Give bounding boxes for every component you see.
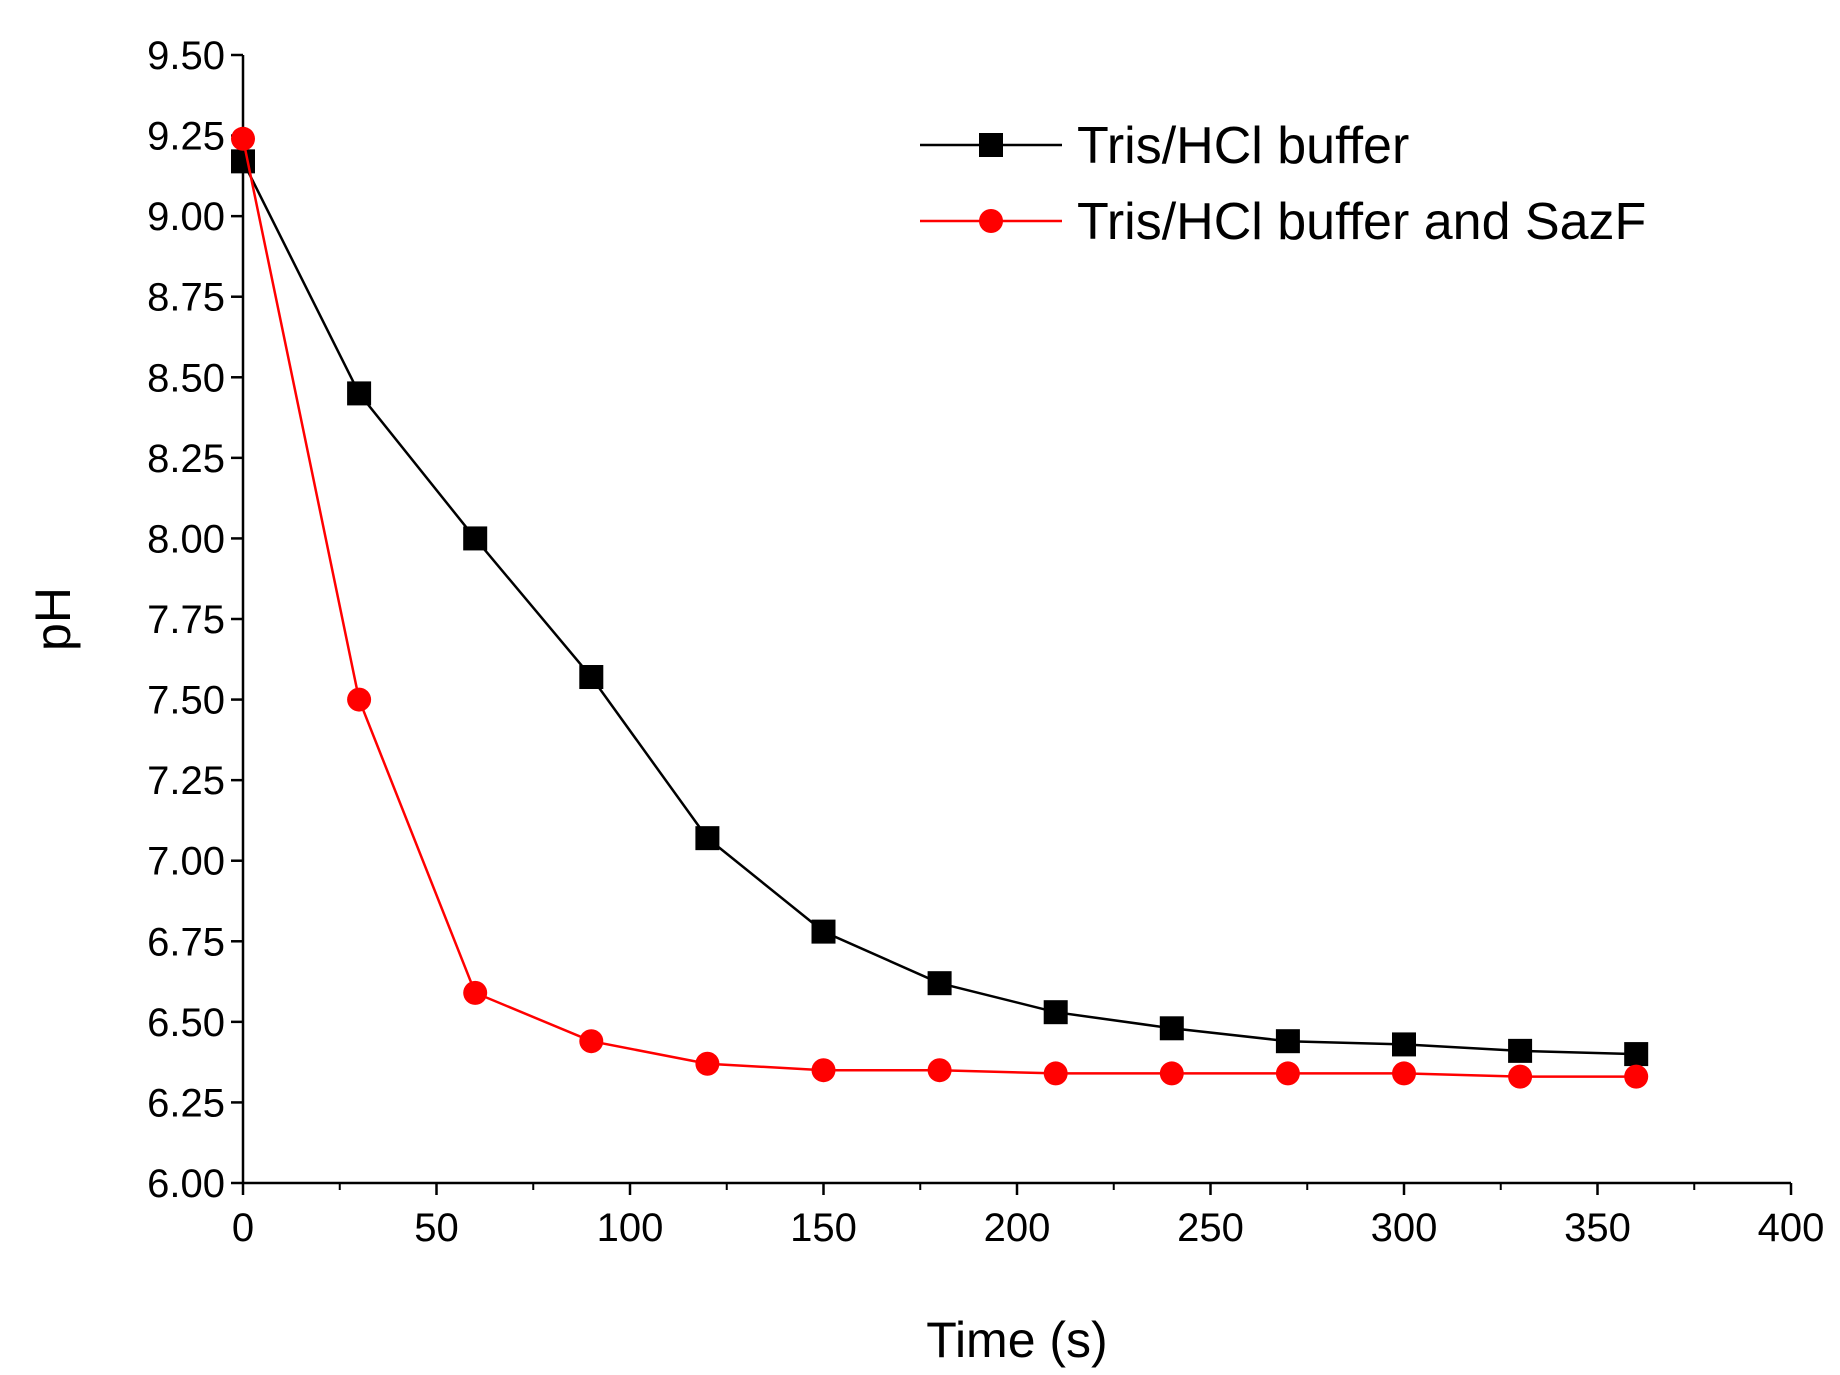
series-tris-hcl-buffer xyxy=(231,149,1649,1067)
data-point-square xyxy=(1392,1032,1416,1057)
x-tick-label: 100 xyxy=(597,1206,664,1250)
y-tick-label: 8.25 xyxy=(147,437,225,481)
x-ticks: 0 50 100 150 200 250 300 350 400 xyxy=(232,1183,1825,1250)
y-tick-label: 7.25 xyxy=(147,759,225,803)
y-axis-title: pH xyxy=(25,587,81,651)
x-tick-label: 200 xyxy=(984,1206,1051,1250)
data-point-square xyxy=(695,826,720,851)
x-tick-label: 0 xyxy=(232,1206,254,1250)
y-tick-label: 8.75 xyxy=(147,276,225,320)
data-point-circle xyxy=(1624,1064,1649,1089)
data-point-circle xyxy=(231,126,255,151)
data-point-square xyxy=(579,665,604,690)
y-tick-label: 6.50 xyxy=(147,1001,225,1045)
y-tick-label: 6.25 xyxy=(147,1081,225,1125)
x-tick-label: 50 xyxy=(414,1206,459,1250)
data-point-circle xyxy=(347,687,372,712)
data-point-circle xyxy=(927,1058,952,1083)
x-tick-label: 150 xyxy=(790,1206,857,1250)
data-point-circle xyxy=(695,1051,720,1076)
legend-marker-circle xyxy=(979,209,1003,233)
y-tick-label: 9.25 xyxy=(147,115,225,159)
data-point-square xyxy=(231,149,255,174)
data-point-square xyxy=(1508,1038,1533,1063)
data-point-square xyxy=(1624,1042,1649,1067)
y-tick-label: 6.00 xyxy=(147,1162,225,1206)
data-point-square xyxy=(1043,1000,1068,1025)
data-point-circle xyxy=(1159,1061,1184,1086)
series-layer xyxy=(231,126,1649,1089)
series-line xyxy=(241,160,1637,1056)
y-tick-label: 8.00 xyxy=(147,517,225,561)
legend: Tris/HCl buffer Tris/HCl buffer and SazF xyxy=(920,117,1646,251)
y-tick-label: 9.50 xyxy=(147,34,225,78)
data-point-circle xyxy=(1508,1064,1533,1089)
data-point-square xyxy=(347,381,372,406)
legend-item-tris-hcl-buffer: Tris/HCl buffer xyxy=(920,117,1409,175)
data-point-circle xyxy=(579,1029,604,1054)
legend-marker-square xyxy=(979,133,1003,157)
x-tick-label: 250 xyxy=(1177,1206,1244,1250)
y-tick-label: 7.00 xyxy=(147,840,225,884)
data-point-circle xyxy=(1043,1061,1068,1086)
x-tick-label: 400 xyxy=(1758,1206,1825,1250)
data-point-circle xyxy=(1392,1061,1416,1086)
data-point-square xyxy=(927,971,952,996)
x-axis-title: Time (s) xyxy=(926,1312,1107,1368)
data-point-square xyxy=(811,919,836,944)
y-tick-label: 7.50 xyxy=(147,679,225,723)
data-point-circle xyxy=(463,980,488,1005)
x-tick-label: 350 xyxy=(1564,1206,1631,1250)
data-point-square xyxy=(1159,1016,1184,1041)
legend-label-tris-hcl-buffer: Tris/HCl buffer xyxy=(1077,117,1409,175)
legend-label-tris-hcl-buffer-and-sazf: Tris/HCl buffer and SazF xyxy=(1077,193,1646,251)
legend-item-tris-hcl-buffer-and-sazf: Tris/HCl buffer and SazF xyxy=(920,193,1646,251)
data-point-square xyxy=(463,526,488,551)
y-tick-label: 9.00 xyxy=(147,195,225,239)
y-tick-label: 6.75 xyxy=(147,920,225,964)
y-tick-label: 7.75 xyxy=(147,598,225,642)
data-point-circle xyxy=(1275,1061,1300,1086)
series-tris-hcl-buffer-and-sazf xyxy=(231,126,1649,1089)
y-ticks: 6.00 6.25 6.50 6.75 7.00 7.25 7.50 7.75 8.00 8.25… xyxy=(147,34,243,1206)
y-tick-label: 8.50 xyxy=(147,356,225,400)
data-point-circle xyxy=(811,1058,836,1083)
series-line xyxy=(241,138,1637,1078)
x-tick-label: 300 xyxy=(1371,1206,1438,1250)
data-point-square xyxy=(1275,1029,1300,1054)
